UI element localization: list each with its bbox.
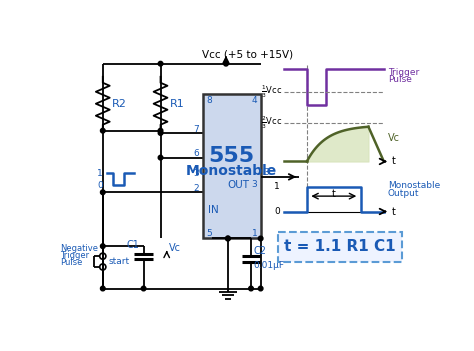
Text: $\frac{1}{3}$Vcc: $\frac{1}{3}$Vcc bbox=[261, 84, 282, 100]
Text: 1: 1 bbox=[97, 168, 103, 178]
Text: 0: 0 bbox=[274, 207, 280, 216]
Circle shape bbox=[158, 155, 163, 160]
Text: Trigger: Trigger bbox=[388, 68, 419, 78]
Text: 8: 8 bbox=[206, 96, 212, 105]
Text: start: start bbox=[108, 257, 129, 266]
Text: t: t bbox=[392, 157, 395, 166]
Text: 3: 3 bbox=[264, 168, 269, 177]
Text: Vcc (+5 to +15V): Vcc (+5 to +15V) bbox=[202, 49, 293, 59]
Text: 6: 6 bbox=[193, 149, 199, 158]
Text: OUT: OUT bbox=[227, 180, 249, 190]
Text: t: t bbox=[332, 189, 336, 199]
Circle shape bbox=[158, 128, 163, 133]
Circle shape bbox=[100, 190, 105, 194]
Circle shape bbox=[100, 244, 105, 249]
Text: 2: 2 bbox=[193, 184, 199, 193]
Text: 0: 0 bbox=[97, 181, 103, 190]
Text: t = 1.1 R1 C1: t = 1.1 R1 C1 bbox=[284, 239, 395, 254]
Text: $\frac{2}{3}$Vcc: $\frac{2}{3}$Vcc bbox=[261, 115, 282, 131]
Text: R2: R2 bbox=[112, 99, 127, 109]
Text: 1: 1 bbox=[274, 183, 280, 191]
Text: R1: R1 bbox=[170, 99, 185, 109]
Circle shape bbox=[100, 128, 105, 133]
Circle shape bbox=[226, 236, 230, 241]
Circle shape bbox=[226, 236, 230, 241]
Text: 3: 3 bbox=[252, 180, 257, 189]
Circle shape bbox=[258, 236, 263, 241]
Circle shape bbox=[158, 131, 163, 135]
Text: Vc: Vc bbox=[169, 244, 181, 253]
Text: 7: 7 bbox=[193, 125, 199, 134]
FancyBboxPatch shape bbox=[278, 232, 401, 261]
Text: C2: C2 bbox=[253, 246, 266, 256]
Text: 3: 3 bbox=[193, 168, 199, 178]
Circle shape bbox=[224, 61, 228, 66]
Circle shape bbox=[141, 286, 146, 291]
Text: 4: 4 bbox=[252, 96, 257, 105]
Text: Pulse: Pulse bbox=[388, 75, 411, 84]
Text: Trigger: Trigger bbox=[60, 251, 90, 260]
FancyBboxPatch shape bbox=[203, 94, 261, 238]
Circle shape bbox=[158, 61, 163, 66]
Text: C1: C1 bbox=[127, 240, 140, 250]
Text: 555: 555 bbox=[209, 146, 255, 166]
Text: 1: 1 bbox=[252, 229, 257, 238]
Circle shape bbox=[249, 286, 253, 291]
Text: t: t bbox=[392, 206, 395, 217]
Text: Monostable: Monostable bbox=[388, 181, 440, 190]
Text: 5: 5 bbox=[206, 229, 212, 238]
Text: Output: Output bbox=[388, 188, 419, 198]
Text: Pulse: Pulse bbox=[60, 258, 83, 267]
Text: IN: IN bbox=[208, 205, 219, 215]
Text: Monostable: Monostable bbox=[186, 165, 277, 178]
Text: Negative: Negative bbox=[60, 244, 99, 253]
Circle shape bbox=[100, 286, 105, 291]
Circle shape bbox=[258, 286, 263, 291]
Text: 0.01μF: 0.01μF bbox=[253, 260, 284, 270]
Text: Vc: Vc bbox=[388, 133, 400, 143]
